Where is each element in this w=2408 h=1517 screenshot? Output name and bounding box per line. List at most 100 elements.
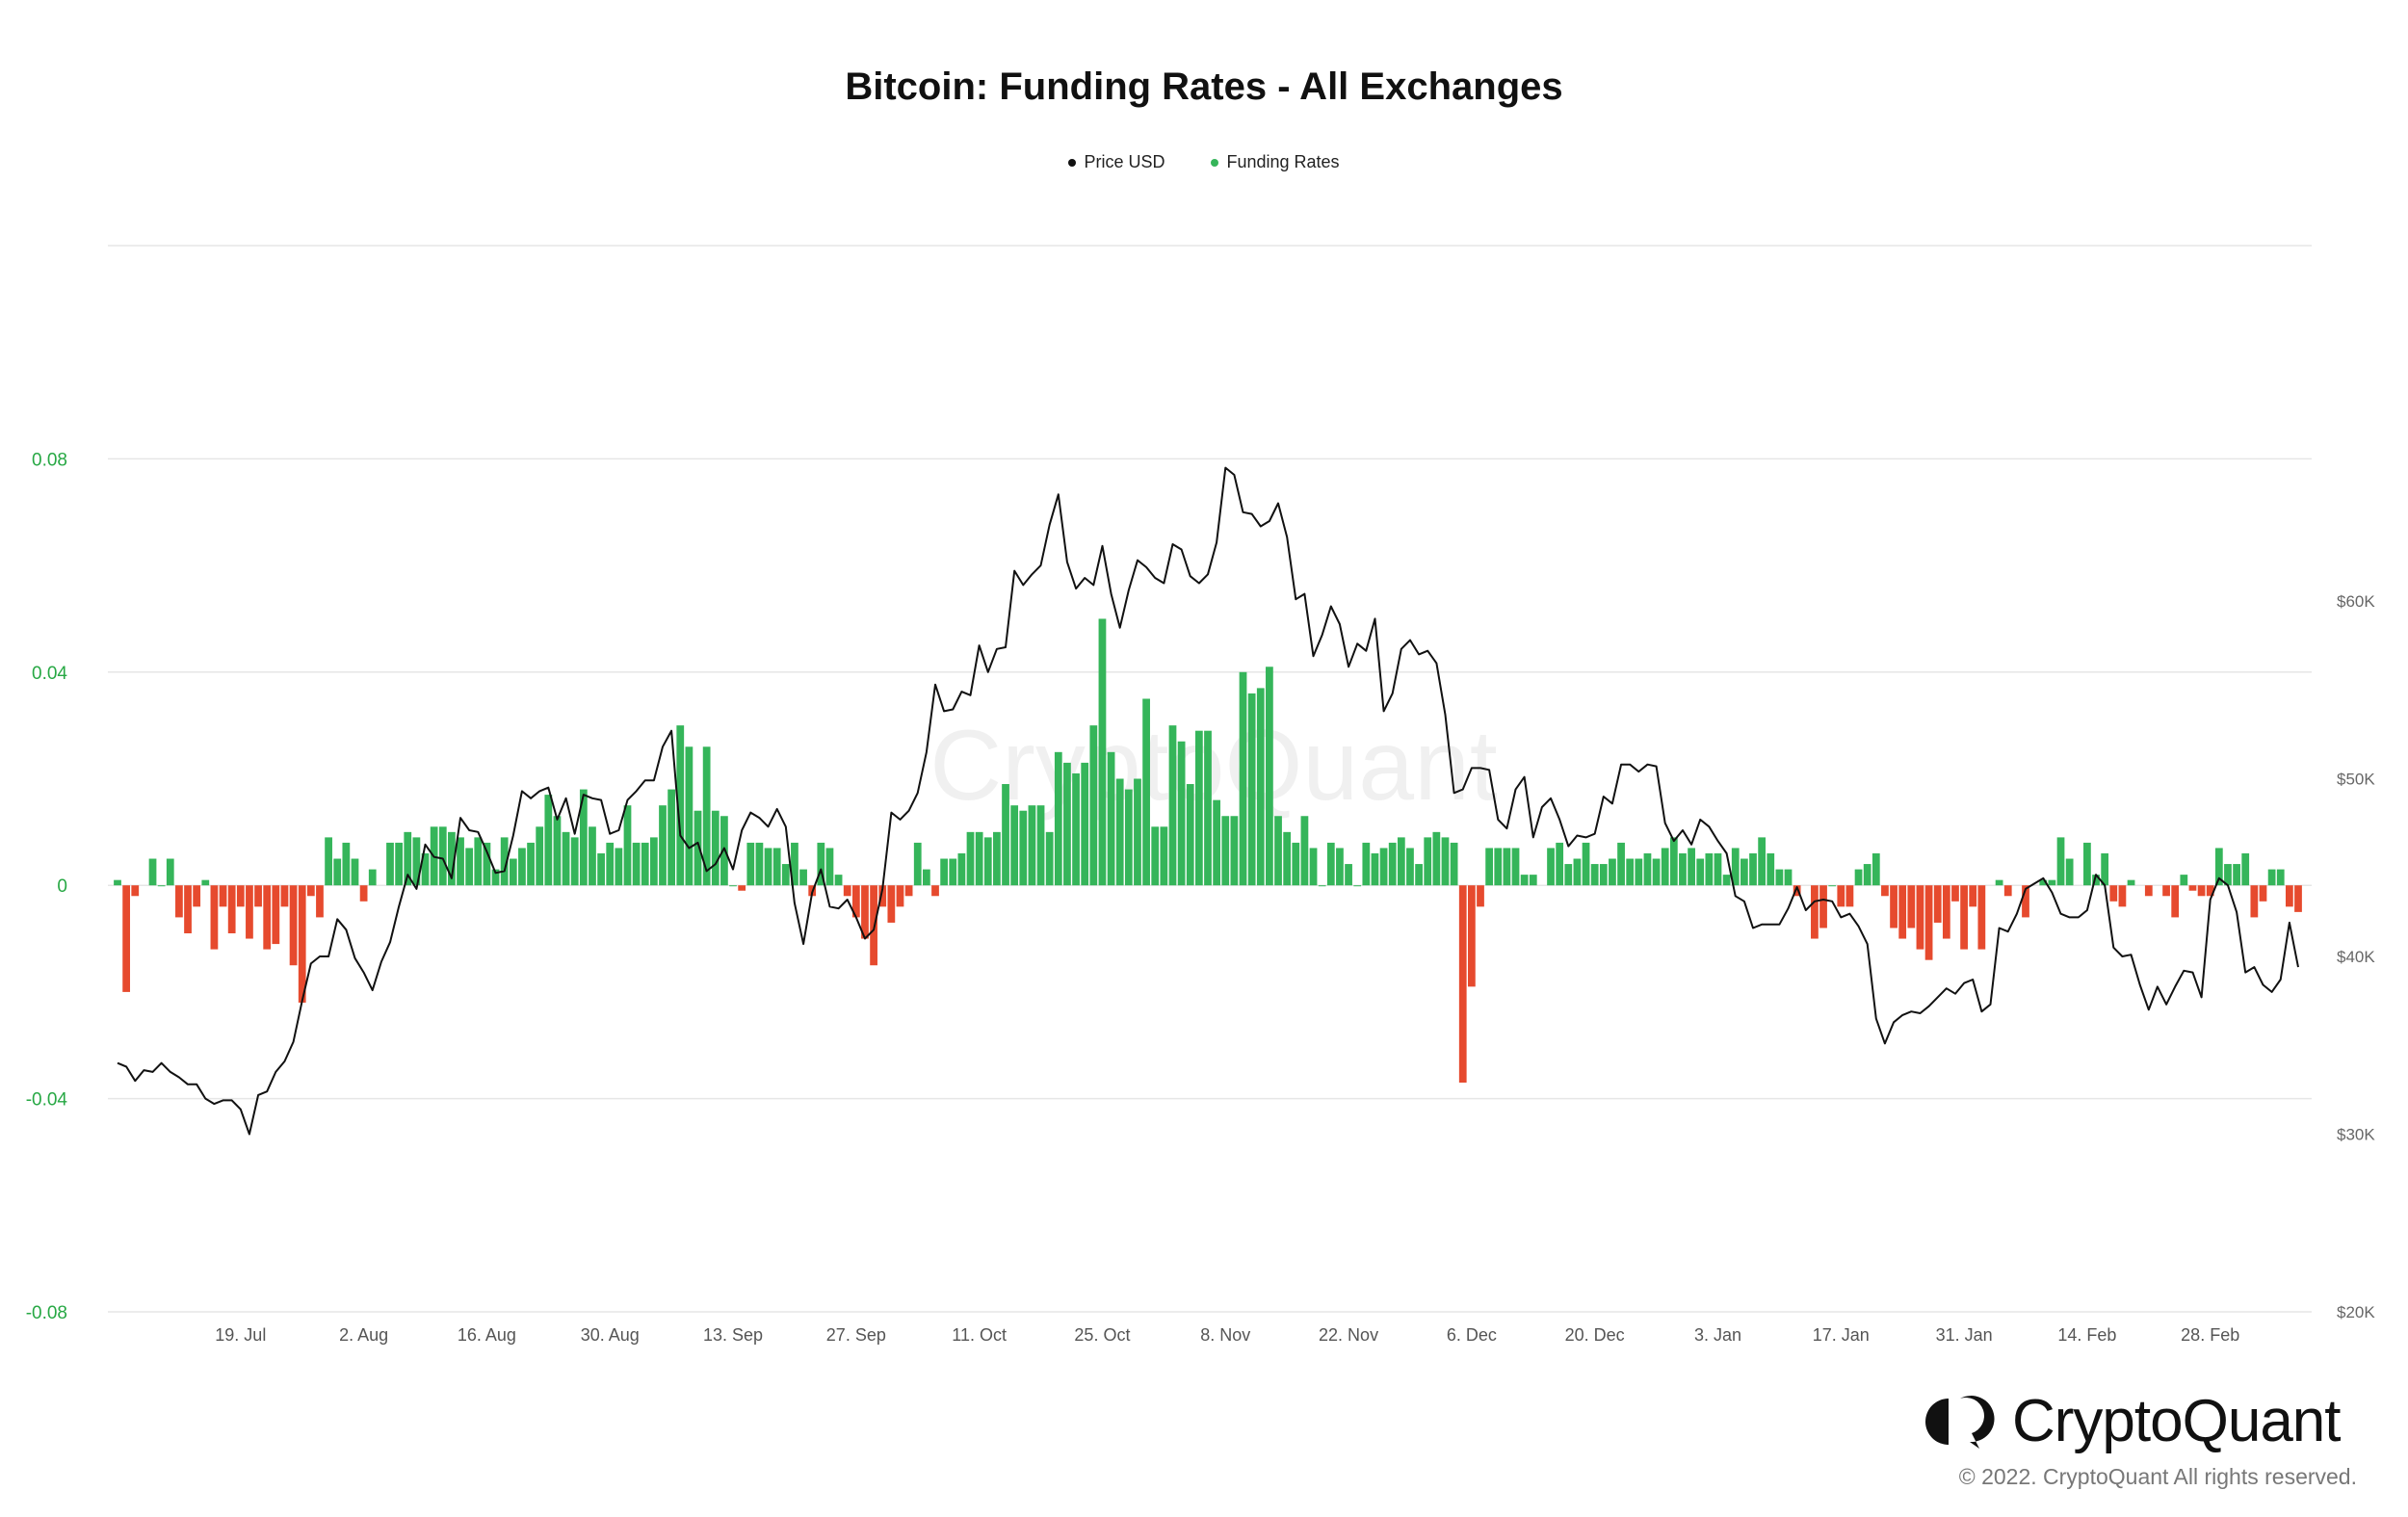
funding-rate-bar (1432, 831, 1441, 886)
funding-rate-bar (2259, 885, 2267, 902)
funding-rate-bar (1749, 852, 1757, 886)
funding-rate-bar (1977, 885, 1986, 950)
funding-rate-bar (851, 885, 860, 918)
funding-rate-bar (1300, 816, 1309, 886)
funding-rate-bar (272, 885, 280, 945)
y-right-tick-label: $50K (2337, 771, 2375, 789)
x-tick-label: 22. Nov (1319, 1325, 1378, 1345)
y-left-tick-label: -0.04 (26, 1090, 68, 1111)
funding-rate-bar (931, 885, 939, 897)
y-left-tick-label: 0 (57, 876, 67, 897)
funding-rate-bar (1036, 805, 1045, 886)
funding-rate-bar (1204, 730, 1212, 886)
funding-rate-bar (325, 837, 332, 886)
x-tick-label: 16. Aug (458, 1325, 516, 1345)
funding-rate-bar (438, 826, 447, 886)
funding-rate-bar (114, 879, 121, 886)
funding-rate-bar (421, 852, 430, 886)
funding-rate-bar (589, 826, 596, 886)
legend-item-funding[interactable]: Funding Rates (1211, 152, 1340, 172)
funding-rate-bar (359, 885, 368, 902)
funding-rate-bar (2241, 852, 2250, 886)
funding-rate-bar (1019, 810, 1028, 886)
funding-rate-bar (1362, 842, 1371, 886)
funding-rate-bar (1722, 875, 1731, 886)
funding-rate-bar (1520, 875, 1529, 886)
funding-rate-bar (1467, 885, 1476, 987)
funding-rate-bar (1705, 852, 1714, 886)
funding-rate-bar (1740, 858, 1748, 886)
funding-rate-bar (2162, 885, 2170, 897)
funding-rate-bar (2118, 885, 2127, 907)
funding-rate-bar (491, 869, 500, 886)
x-tick-label: 31. Jan (1936, 1325, 1993, 1345)
funding-rate-bar (904, 885, 913, 897)
funding-rate-bar (2206, 885, 2214, 897)
legend-dot-funding (1211, 158, 1219, 167)
legend-label-price: Price USD (1084, 152, 1165, 171)
funding-rate-bar (1758, 837, 1767, 886)
funding-rate-bar (878, 885, 887, 907)
funding-rate-bar (949, 858, 957, 886)
funding-rate-bar (254, 885, 262, 907)
funding-rate-bar (483, 842, 491, 886)
y-left-tick-label: 0.08 (32, 450, 67, 470)
x-tick-label: 19. Jul (215, 1325, 266, 1345)
funding-rate-bar (131, 885, 140, 897)
funding-rate-bar (694, 810, 702, 886)
chart-title: Bitcoin: Funding Rates - All Exchanges (845, 65, 1563, 108)
cryptoquant-logo: CryptoQuant (1922, 1387, 2342, 1455)
funding-rate-bar (579, 789, 588, 886)
funding-rate-bar (1933, 885, 1942, 923)
funding-rate-bar (404, 831, 412, 886)
legend-item-price[interactable]: Price USD (1068, 152, 1165, 172)
funding-rate-bar (2188, 885, 2197, 891)
funding-rate-bar (615, 848, 623, 886)
funding-rate-bar (465, 848, 474, 886)
funding-rate-bar (1406, 848, 1414, 886)
funding-rate-bar (1969, 885, 1977, 907)
funding-rate-bar (2276, 869, 2285, 886)
funding-rate-bar (755, 842, 764, 886)
funding-rate-bars (114, 618, 2302, 1083)
funding-rate-bar (1960, 885, 1968, 950)
funding-rate-bar (1010, 805, 1019, 886)
funding-rate-bar (1529, 875, 1537, 886)
funding-rate-bar (306, 885, 315, 897)
y-left-tick-label: -0.08 (26, 1303, 67, 1323)
funding-rate-bar (913, 842, 922, 886)
funding-rate-bar (148, 858, 157, 886)
funding-rate-bar (1283, 831, 1292, 886)
y-right-tick-label: $20K (2337, 1303, 2375, 1321)
funding-rate-bar (1450, 842, 1458, 886)
funding-rate-bar (861, 885, 869, 939)
funding-rate-bar (227, 885, 236, 934)
funding-rate-bar (1177, 741, 1186, 886)
copyright-text: © 2022. CryptoQuant All rights reserved. (1958, 1464, 2357, 1489)
funding-rate-bar (1256, 688, 1265, 886)
funding-rate-bar (2048, 879, 2056, 886)
funding-rate-bar (342, 842, 351, 886)
funding-rate-bar (1854, 869, 1863, 886)
funding-rate-bar (219, 885, 227, 907)
funding-rate-bar (1477, 885, 1484, 907)
funding-rate-bar (2083, 842, 2091, 886)
funding-rate-bar (1318, 885, 1326, 887)
funding-rate-bar (184, 885, 192, 934)
funding-rate-bar (1503, 848, 1511, 886)
funding-rate-bar (1424, 837, 1432, 886)
funding-rate-bar (1556, 842, 1564, 886)
funding-rate-bar (781, 864, 790, 886)
funding-rate-bar (2214, 848, 2223, 886)
funding-rate-bar (562, 831, 570, 886)
funding-rate-bar (2065, 858, 2074, 886)
funding-rate-bar (474, 837, 483, 886)
funding-rate-bar (448, 831, 456, 886)
legend: Price USD Funding Rates (0, 152, 2408, 172)
funding-rate-bar (983, 837, 992, 886)
funding-rate-bar (1837, 885, 1845, 907)
funding-rate-bar (2003, 885, 2012, 897)
funding-rate-bar (1239, 671, 1247, 886)
funding-rate-bar (720, 816, 728, 886)
funding-rate-bar (1916, 885, 1924, 950)
